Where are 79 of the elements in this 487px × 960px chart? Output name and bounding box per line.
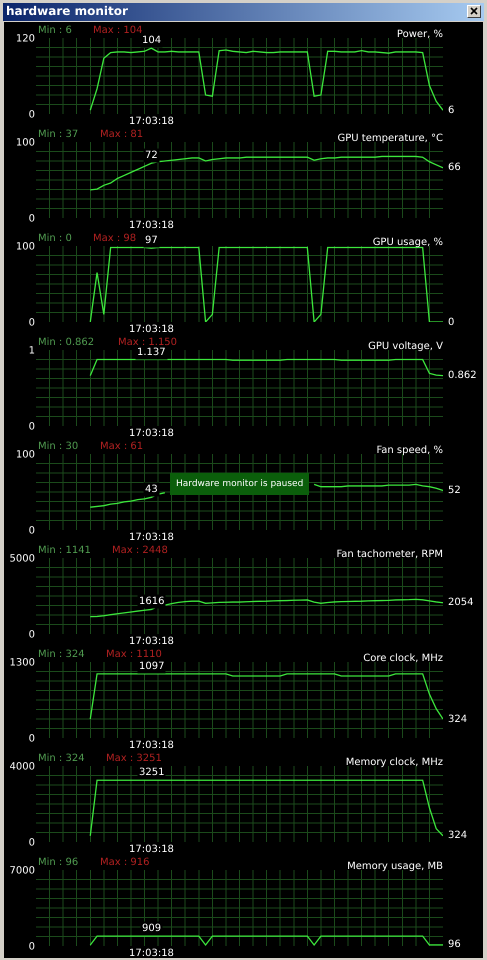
text: Max : 81 xyxy=(100,129,144,140)
text: 17:03:18 xyxy=(129,844,174,855)
text: Max : 2448 xyxy=(112,545,168,556)
line-series xyxy=(90,673,443,720)
annotation: 1097 xyxy=(139,661,164,672)
chart-title: GPU temperature, °C xyxy=(338,133,444,144)
y-tick-label: 0 xyxy=(28,422,35,432)
y-tick-label: 100 xyxy=(16,450,35,460)
annotation: 43 xyxy=(145,484,158,495)
text: Max : 916 xyxy=(100,857,150,868)
annotation: 97 xyxy=(145,235,158,246)
y-tick-label: 4000 xyxy=(10,762,35,772)
chart-title: GPU voltage, V xyxy=(368,341,444,352)
text: Max : 3251 xyxy=(106,753,162,764)
line-series xyxy=(90,598,443,618)
line-series xyxy=(90,358,443,376)
text: 17:03:18 xyxy=(129,532,174,543)
y-tick-label: 7000 xyxy=(10,866,35,876)
y-tick-label: 5000 xyxy=(10,554,35,564)
annotation: 1616 xyxy=(139,596,164,607)
text: Min : 324 xyxy=(38,753,85,764)
chart-title: Fan speed, % xyxy=(376,445,443,456)
y-tick-label: 0 xyxy=(28,214,35,224)
line-series xyxy=(90,780,443,836)
chart-title: Power, % xyxy=(396,29,443,40)
text: 324 xyxy=(448,830,468,841)
y-tick-label: 0 xyxy=(28,838,35,848)
text: 17:03:18 xyxy=(129,428,174,439)
chart-title: GPU usage, % xyxy=(372,237,443,248)
text: Max : 98 xyxy=(93,233,136,244)
text: Min : 324 xyxy=(38,649,85,660)
text: 17:03:18 xyxy=(129,324,174,335)
text: 0.862 xyxy=(448,370,477,381)
y-tick-label: 100 xyxy=(16,138,35,148)
text: hardware monitor xyxy=(6,4,128,18)
chart-title: Memory usage, MB xyxy=(347,861,444,872)
y-tick-label: 0 xyxy=(28,942,35,952)
y-tick-label: 1300 xyxy=(10,658,35,668)
y-tick-label: 0 xyxy=(28,630,35,640)
text: 17:03:18 xyxy=(129,220,174,231)
annotation: 3251 xyxy=(139,767,164,778)
text: 0 xyxy=(448,317,454,328)
text: 52 xyxy=(448,485,461,496)
text: Max : 61 xyxy=(100,441,144,452)
y-tick-label: 0 xyxy=(28,318,35,328)
y-tick-label: 0 xyxy=(28,734,35,744)
text: Max : 104 xyxy=(93,25,142,36)
text: 17:03:18 xyxy=(129,948,174,959)
y-tick-label: 0 xyxy=(28,526,35,536)
annotation: Hardware monitor is paused xyxy=(176,479,304,489)
chart-title: Fan tachometer, RPM xyxy=(336,549,443,560)
text: 66 xyxy=(448,162,461,173)
text: 2054 xyxy=(448,597,474,608)
y-tick-label: 1 xyxy=(28,346,35,356)
y-tick-label: 0 xyxy=(28,110,35,120)
annotation: 104 xyxy=(142,35,162,46)
annotation: 1.137 xyxy=(137,347,166,358)
text: Min : 37 xyxy=(38,129,78,140)
text: 17:03:18 xyxy=(129,116,174,127)
text: Min : 0 xyxy=(38,233,72,244)
text: Max : 1110 xyxy=(106,649,162,660)
y-tick-label: 120 xyxy=(16,34,35,44)
text: Min : 1141 xyxy=(38,545,91,556)
text: Min : 30 xyxy=(38,441,78,452)
text: Min : 0.862 xyxy=(38,337,94,348)
annotation: 909 xyxy=(142,923,162,934)
text: 324 xyxy=(448,714,468,725)
text: 96 xyxy=(448,939,461,950)
line-series xyxy=(90,246,443,322)
text: 17:03:18 xyxy=(129,636,174,647)
chart-title: Core clock, MHz xyxy=(363,653,443,664)
y-tick-label: 100 xyxy=(16,242,35,252)
chart-title: Memory clock, MHz xyxy=(346,757,443,768)
text: Min : 6 xyxy=(38,25,72,36)
annotation: 72 xyxy=(145,150,158,161)
text: Min : 96 xyxy=(38,857,78,868)
text: Max : 1.150 xyxy=(118,337,178,348)
text: 17:03:18 xyxy=(129,740,174,751)
text: 6 xyxy=(448,105,454,116)
